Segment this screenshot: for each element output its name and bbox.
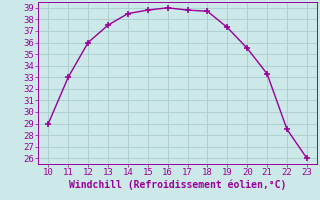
X-axis label: Windchill (Refroidissement éolien,°C): Windchill (Refroidissement éolien,°C) (69, 180, 286, 190)
